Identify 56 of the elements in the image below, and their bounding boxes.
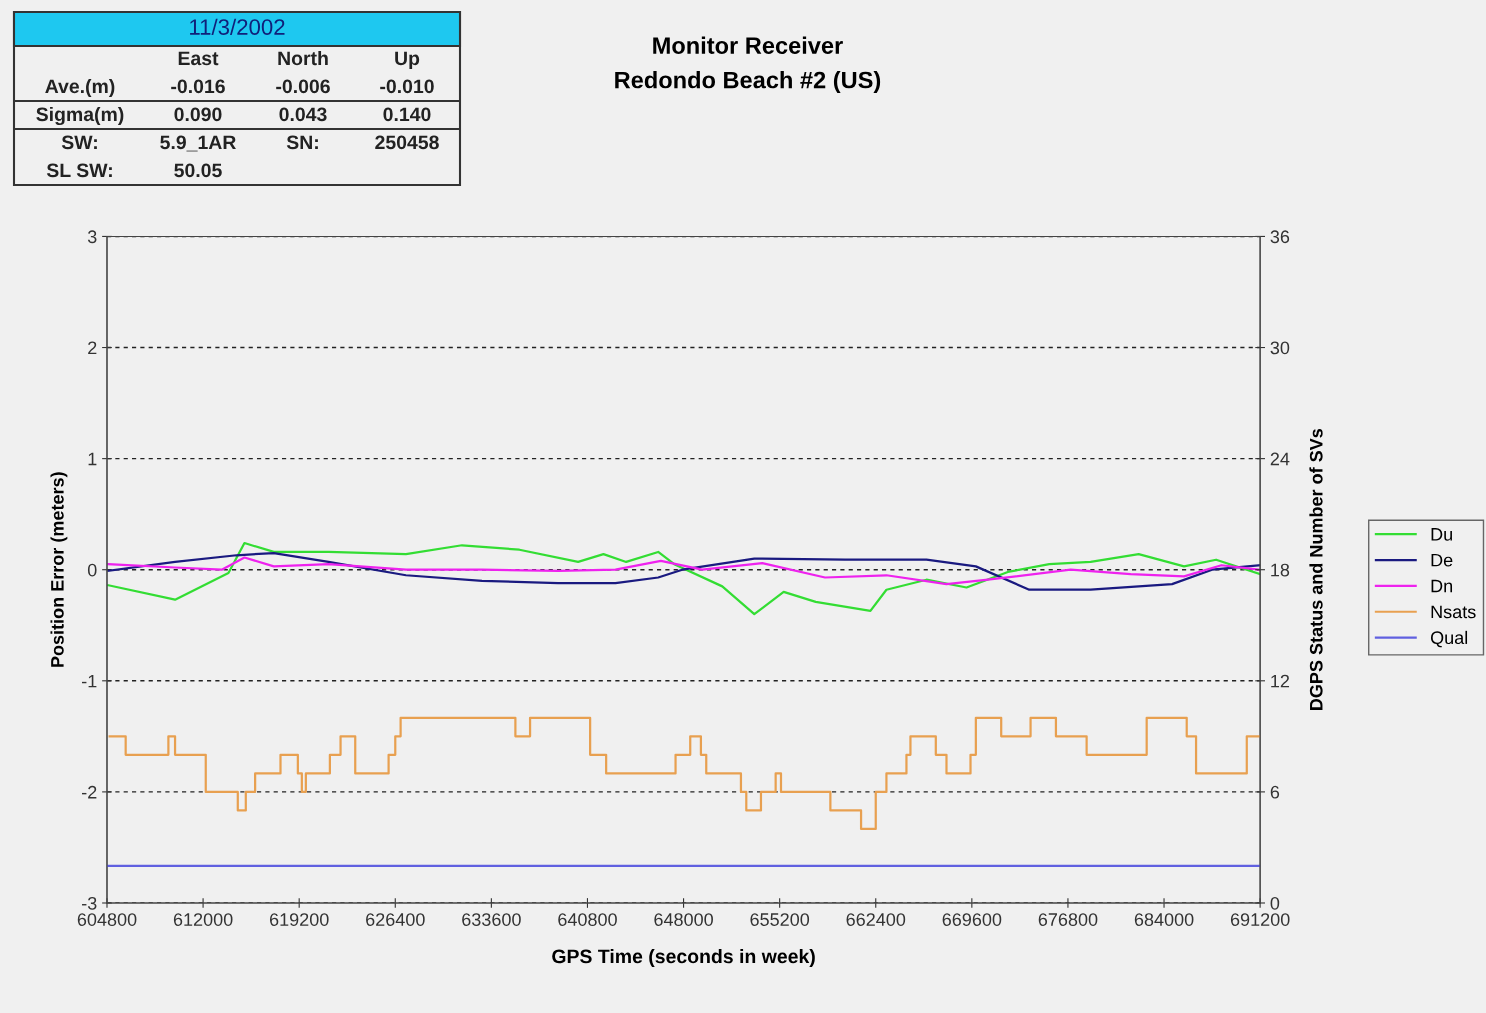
legend-label: Nsats bbox=[1431, 605, 1476, 619]
text: SL SW: bbox=[46, 163, 112, 178]
y2-tick-label: 24 bbox=[1270, 452, 1290, 466]
y-tick-label: 0 bbox=[87, 563, 97, 577]
y2-tick-label: 18 bbox=[1271, 563, 1290, 577]
text: 0.140 bbox=[383, 107, 431, 122]
y2-axis-title: DGPS Status and Number of SVs bbox=[1309, 428, 1323, 710]
text: 250458 bbox=[375, 135, 439, 150]
legend-label: De bbox=[1431, 553, 1453, 567]
x-tick-label: 691200 bbox=[1230, 913, 1290, 926]
text: 0.090 bbox=[174, 107, 222, 122]
legend-label: Qual bbox=[1430, 630, 1468, 648]
y-tick-label: 1 bbox=[88, 452, 97, 466]
line-series bbox=[107, 541, 1261, 616]
y2-tick-label: 12 bbox=[1271, 674, 1290, 688]
x-tick-label: 684000 bbox=[1134, 913, 1194, 926]
legend-label: Du bbox=[1431, 528, 1452, 541]
y-axis-title: Position Error (meters) bbox=[50, 472, 68, 667]
x-axis-title: GPS Time (seconds in week) bbox=[552, 948, 815, 968]
y2-tick-label: 30 bbox=[1270, 341, 1290, 355]
x-tick-label: 669600 bbox=[942, 913, 1002, 926]
text: SW: bbox=[61, 135, 97, 150]
text: -0.010 bbox=[380, 79, 434, 94]
text: Up bbox=[395, 51, 420, 70]
y-tick-label: 3 bbox=[87, 230, 97, 244]
x-tick-label: 604800 bbox=[77, 913, 137, 926]
x-tick-label: 662400 bbox=[846, 913, 906, 926]
text: East bbox=[178, 51, 219, 66]
text: -0.006 bbox=[276, 79, 330, 94]
x-tick-label: 626400 bbox=[366, 913, 425, 926]
chart-subtitle: Redondo Beach #2 (US) bbox=[615, 71, 881, 94]
chart-title: Monitor Receiver bbox=[653, 36, 843, 54]
x-tick-label: 633600 bbox=[462, 913, 521, 926]
y2-tick-label: 36 bbox=[1270, 230, 1290, 244]
text: 11/3/2002 bbox=[190, 18, 285, 35]
y2-tick-label: 0 bbox=[1270, 896, 1280, 910]
text: SN: bbox=[286, 135, 318, 150]
x-tick-label: 640800 bbox=[558, 913, 617, 926]
y-tick-label: -1 bbox=[82, 674, 97, 688]
text: Sigma(m) bbox=[36, 106, 124, 126]
y-tick-label: -3 bbox=[82, 896, 97, 910]
x-tick-label: 648000 bbox=[654, 913, 713, 926]
text: 5.9_1AR bbox=[160, 135, 236, 152]
y-tick-label: -2 bbox=[82, 785, 97, 799]
x-tick-label: 676800 bbox=[1038, 913, 1098, 926]
y2-tick-label: 6 bbox=[1270, 785, 1280, 799]
y-tick-label: 2 bbox=[88, 341, 97, 355]
x-tick-label: 619200 bbox=[269, 913, 329, 926]
legend-label: Dn bbox=[1431, 579, 1453, 593]
text: Ave.(m) bbox=[45, 78, 115, 98]
text: -0.016 bbox=[171, 79, 225, 94]
x-tick-label: 612000 bbox=[173, 913, 233, 926]
x-tick-label: 655200 bbox=[750, 913, 810, 926]
text: North bbox=[278, 50, 328, 66]
text: 0.043 bbox=[279, 107, 327, 122]
text: 50.05 bbox=[174, 163, 222, 178]
